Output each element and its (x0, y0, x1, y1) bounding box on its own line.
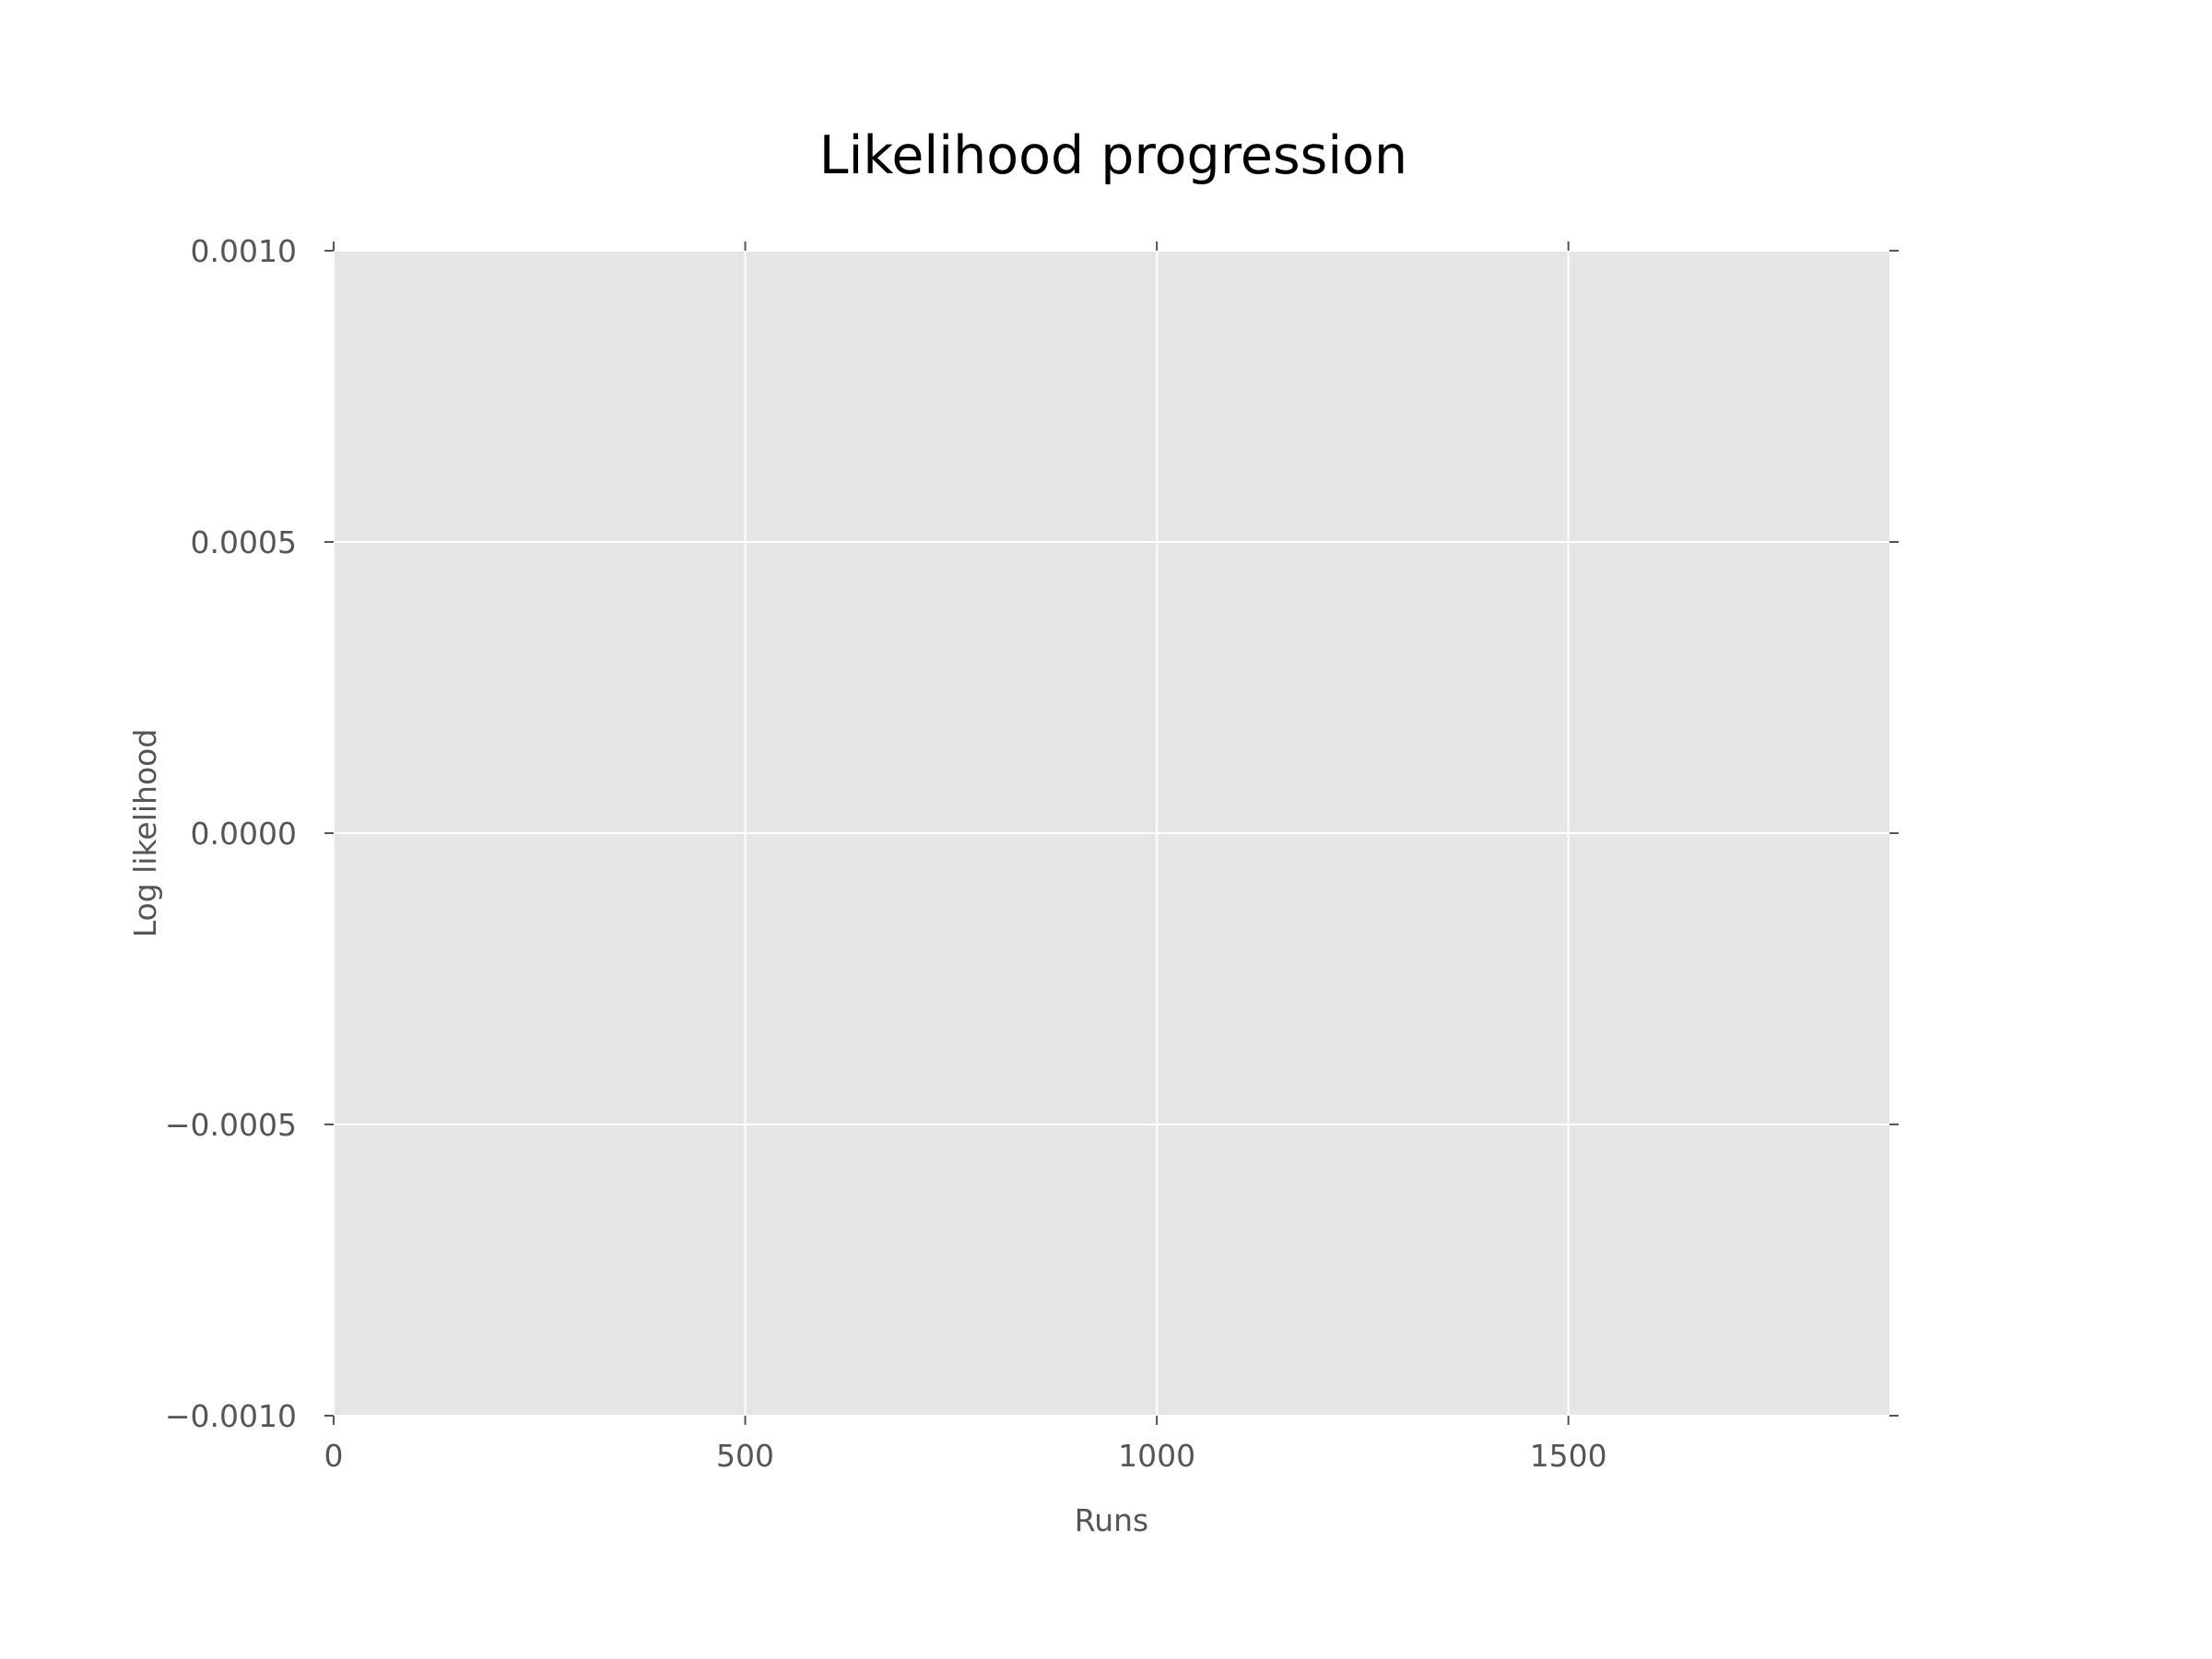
y-tick-label: −0.0005 (165, 1107, 297, 1143)
chart-title: Likelihood progression (819, 125, 1407, 186)
y-tick-label: −0.0010 (165, 1398, 297, 1434)
y-tick-labels: 0.0010 0.0005 0.0000 −0.0005 −0.0010 (165, 233, 297, 1434)
axis-ticks (324, 241, 1899, 1425)
x-tick-labels: 0 500 1000 1500 (324, 1438, 1607, 1474)
x-tick-label: 0 (324, 1438, 344, 1474)
x-axis-label: Runs (1075, 1502, 1148, 1538)
y-axis-label: Log likelihood (127, 729, 163, 938)
y-tick-label: 0.0005 (191, 524, 297, 560)
y-tick-label: 0.0010 (191, 233, 297, 269)
grid-lines (333, 250, 1889, 1417)
x-tick-label: 1000 (1118, 1438, 1195, 1474)
y-tick-label: 0.0000 (191, 816, 297, 852)
x-tick-label: 1500 (1530, 1438, 1607, 1474)
x-tick-label: 500 (716, 1438, 774, 1474)
